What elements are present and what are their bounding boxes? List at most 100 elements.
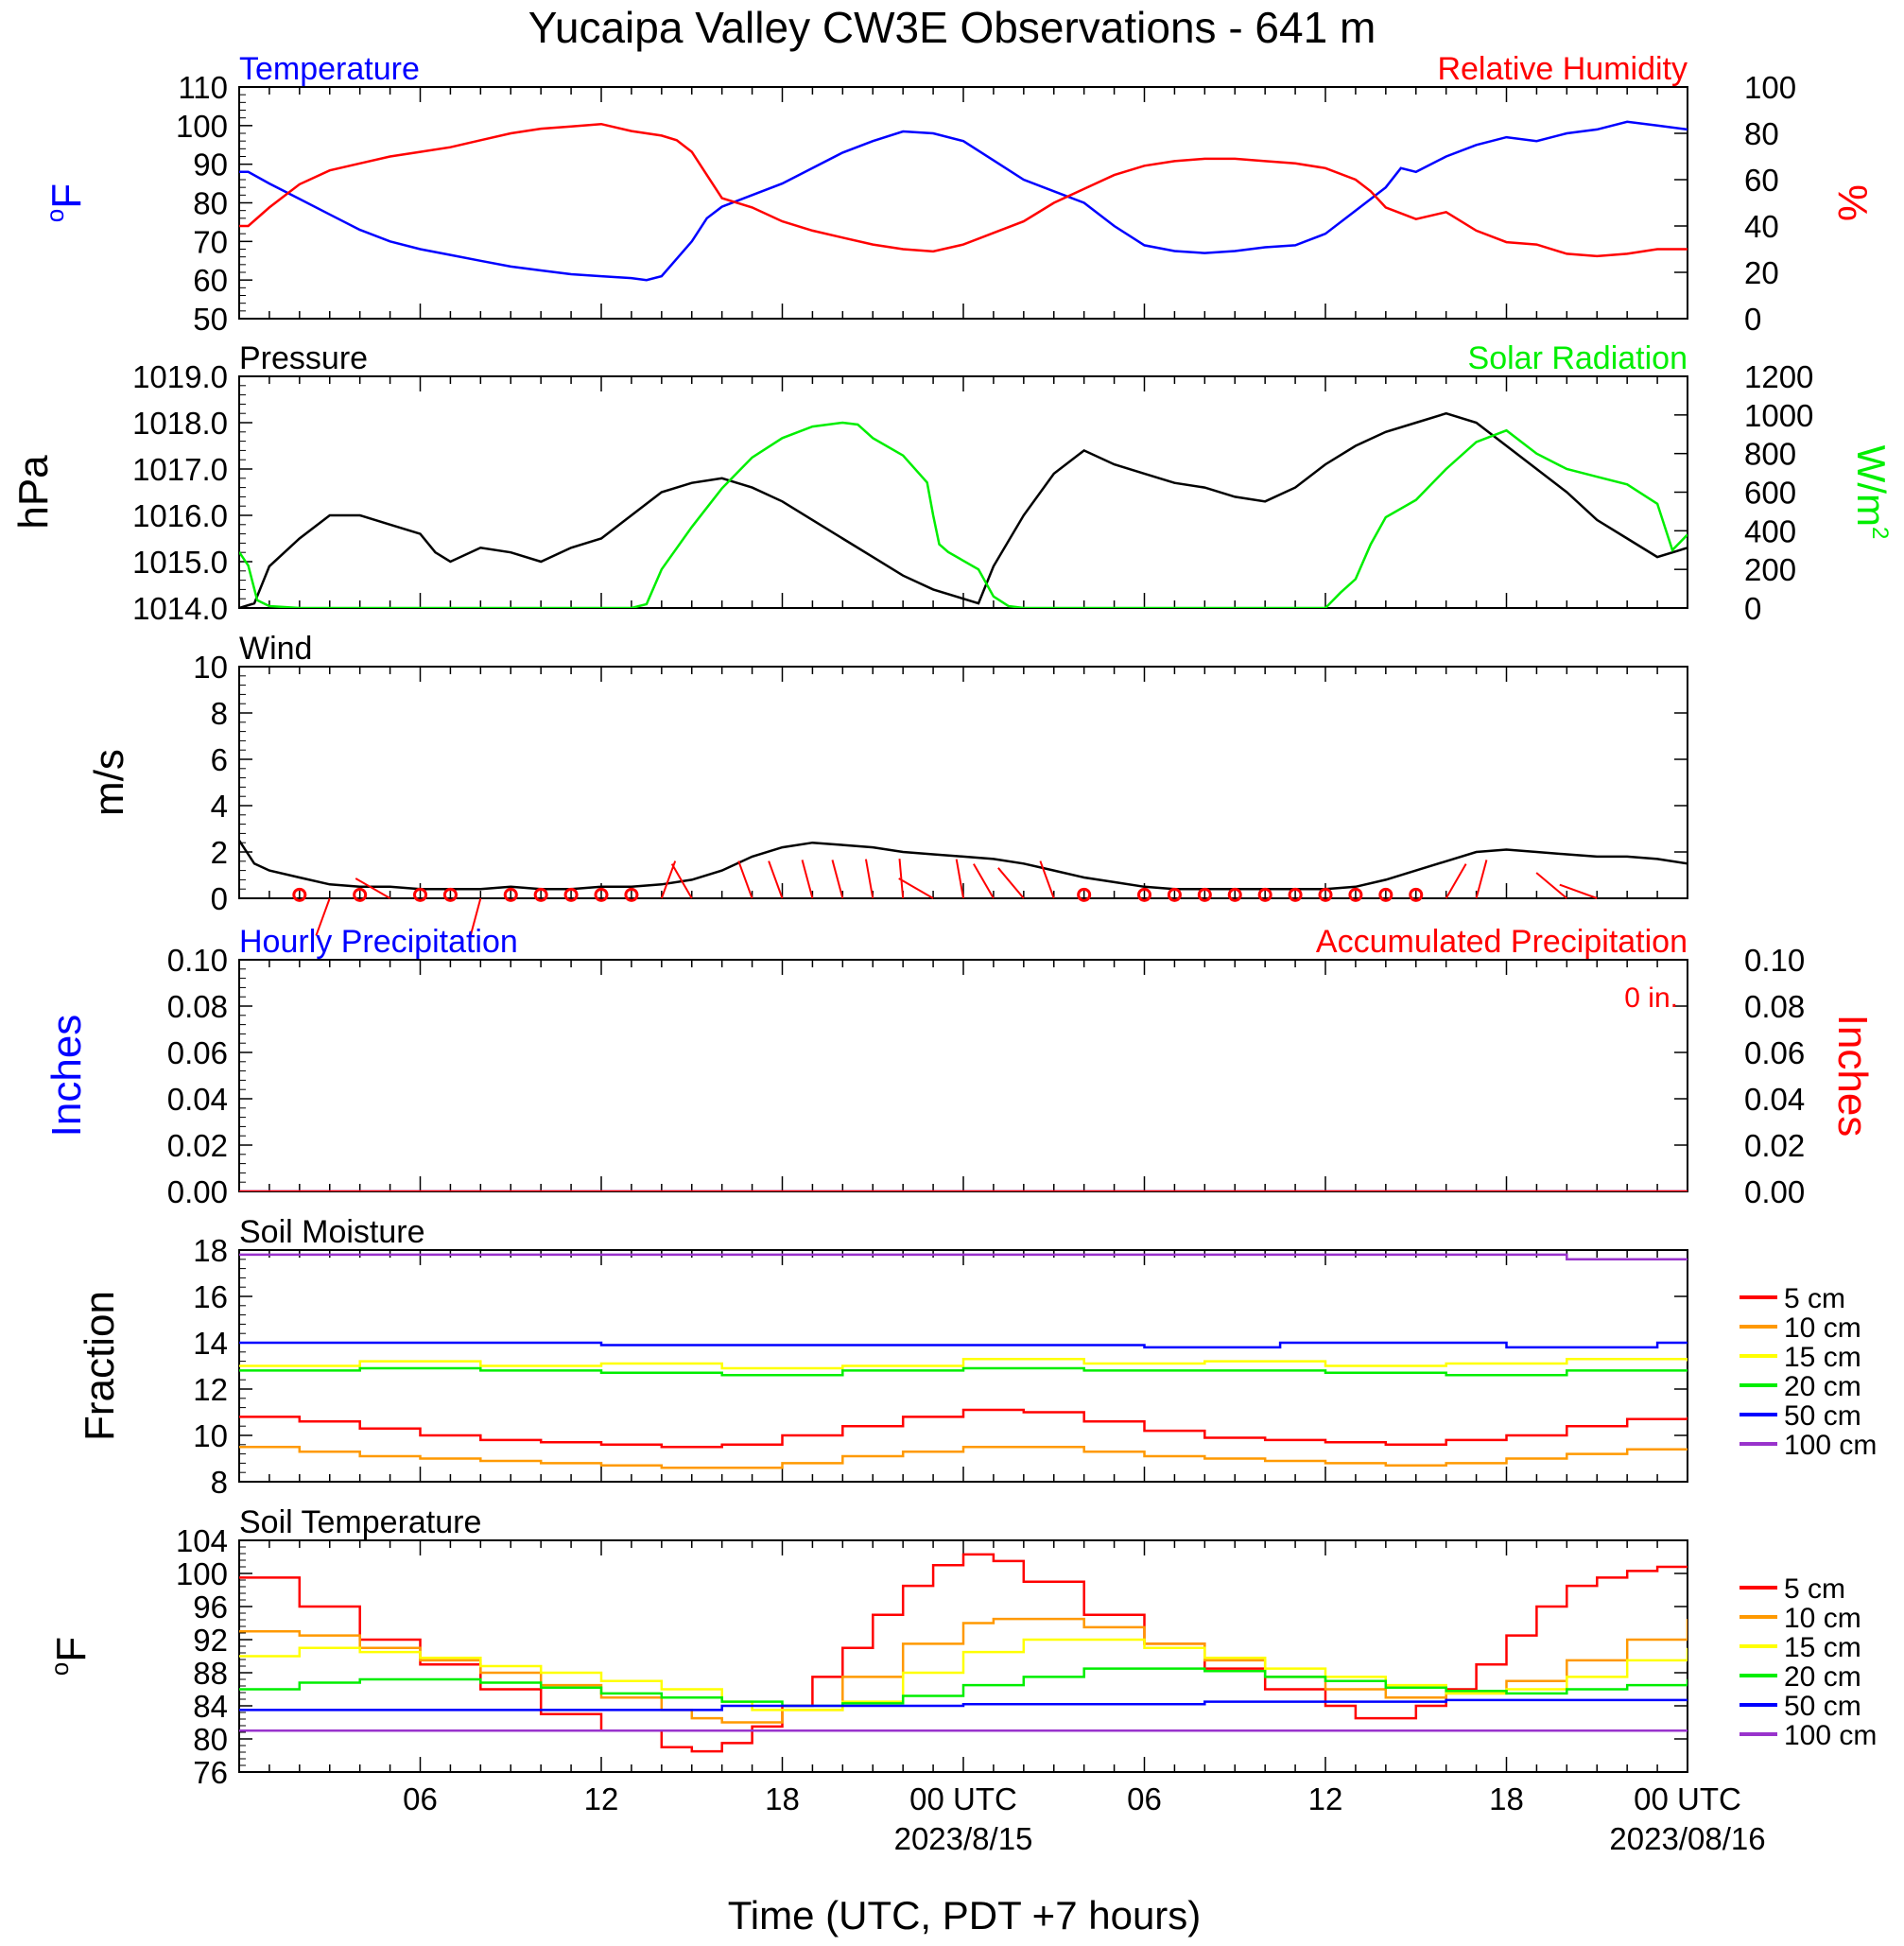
panel-3: 0 2 4 6 8 10 Wind m/s — [86, 631, 1688, 937]
wind-barb — [1535, 872, 1567, 899]
wind-barb — [801, 860, 814, 899]
y-tick-label-left: 92 — [193, 1623, 228, 1658]
y-tick-label-right: 400 — [1744, 513, 1796, 548]
panel-title-right: Relative Humidity — [1437, 51, 1688, 87]
series-line — [239, 421, 1688, 608]
calm-wind-marker — [1348, 887, 1363, 902]
y-tick-label-left: 0.08 — [167, 989, 228, 1024]
wind-barb — [898, 859, 905, 899]
y-axis-label-left: m/s — [86, 749, 132, 816]
legend-label: 20 cm — [1784, 1661, 1861, 1693]
y-tick-label-left: 12 — [193, 1372, 228, 1407]
wind-barb — [315, 897, 331, 936]
y-tick-label-right: 80 — [1744, 116, 1779, 151]
calm-wind-marker — [1257, 887, 1272, 902]
x-tick-label: 12 — [584, 1781, 619, 1816]
plot-frame — [238, 375, 1688, 609]
y-tick-label-right: 600 — [1744, 476, 1796, 511]
series-line-100cm — [239, 1253, 1688, 1261]
calm-wind-marker — [1167, 887, 1182, 902]
series-group — [239, 411, 1688, 608]
y-tick-label-left: 104 — [176, 1523, 228, 1558]
calm-wind-marker — [442, 887, 458, 902]
y-tick-label-left: 80 — [193, 1722, 228, 1757]
series-line-15cm — [239, 1638, 1688, 1711]
calm-wind-marker — [533, 887, 548, 902]
wind-barb — [670, 863, 693, 899]
y-axis-label-left: Fraction — [77, 1291, 123, 1441]
y-tick-label-left: 84 — [193, 1689, 228, 1724]
wind-barb — [469, 897, 482, 937]
y-tick-label-right: 0.10 — [1744, 943, 1805, 978]
calm-wind-marker — [1227, 887, 1242, 902]
y-tick-label-left: 10 — [193, 1418, 228, 1453]
series-group — [239, 1553, 1688, 1753]
y-tick-label-left: 110 — [178, 70, 228, 105]
panel-title-left: Soil Temperature — [239, 1504, 481, 1540]
series-line — [239, 840, 1688, 891]
calm-wind-marker — [1137, 887, 1151, 902]
y-tick-label-left: 0 — [211, 881, 228, 916]
panel-title-left: Wind — [239, 631, 312, 667]
x-date-label: 2023/8/15 — [894, 1821, 1033, 1856]
y-tick-label-left: 50 — [193, 302, 228, 337]
accumulated-total: 0 in. — [1624, 982, 1678, 1014]
plot-frame — [238, 959, 1688, 1192]
y-tick-label-right: 60 — [1744, 163, 1779, 198]
legend-label: 5 cm — [1784, 1283, 1845, 1314]
panel-title-left: Hourly Precipitation — [239, 924, 518, 960]
y-tick-label-left: 2 — [211, 835, 228, 870]
calm-wind-marker — [594, 887, 609, 902]
calm-wind-marker — [1378, 887, 1393, 902]
plot-frame — [238, 86, 1688, 320]
panel-4: 0.00 0.02 0.04 0.06 0.08 0.10 0.00 0.02 0.04 0.06… — [43, 924, 1876, 1209]
x-tick-label: 06 — [403, 1781, 438, 1816]
wind-barb — [737, 860, 753, 899]
y-axis-label-left: oF — [41, 183, 90, 222]
series-line-20cm — [239, 1366, 1688, 1377]
y-tick-label-right: 0.02 — [1744, 1128, 1805, 1163]
y-tick-label-left: 100 — [176, 1556, 228, 1591]
x-tick-label: 12 — [1308, 1781, 1343, 1816]
legend-label: 50 cm — [1784, 1691, 1861, 1722]
legend-label: 100 cm — [1784, 1720, 1877, 1751]
y-tick-label-left: 1014.0 — [132, 591, 228, 626]
y-tick-label-right: 0 — [1744, 302, 1761, 337]
series-line-20cm — [239, 1667, 1688, 1708]
calm-wind-marker — [292, 887, 307, 902]
chart-title: Yucaipa Valley CW3E Observations - 641 m — [528, 3, 1376, 52]
y-tick-label-left: 14 — [193, 1326, 228, 1361]
y-tick-label-left: 96 — [193, 1590, 228, 1625]
x-tick-label: 00 UTC — [1634, 1781, 1741, 1816]
panel-title-right: Accumulated Precipitation — [1316, 924, 1688, 960]
y-tick-label-right: 40 — [1744, 209, 1779, 244]
y-tick-label-left: 6 — [211, 742, 228, 777]
y-tick-label-left: 100 — [176, 109, 228, 144]
y-tick-label-right: 0.08 — [1744, 989, 1805, 1024]
legend-label: 10 cm — [1784, 1603, 1861, 1634]
series-line — [239, 120, 1688, 282]
wind-barb — [831, 860, 844, 899]
y-axis-label-left: hPa — [10, 455, 57, 530]
series-group — [239, 1253, 1688, 1469]
y-axis-label-right: Inches — [1829, 1015, 1876, 1138]
y-tick-label-left: 1018.0 — [132, 406, 228, 441]
series-line-50cm — [239, 1341, 1688, 1349]
y-tick-label-left: 76 — [193, 1755, 228, 1790]
y-tick-label-left: 0.02 — [167, 1128, 228, 1163]
wind-barb — [768, 860, 784, 899]
x-tick-label: 00 UTC — [909, 1781, 1017, 1816]
panel-title-left: Soil Moisture — [239, 1214, 425, 1250]
y-tick-label-left: 60 — [193, 263, 228, 298]
wind-barb — [355, 877, 391, 899]
y-axis-label-left: Inches — [43, 1015, 90, 1138]
wind-barb — [864, 859, 874, 899]
panel-title-right: Solar Radiation — [1468, 340, 1688, 376]
y-tick-label-right: 0 — [1744, 591, 1761, 626]
y-tick-label-left: 0.04 — [167, 1082, 228, 1117]
series-group — [239, 840, 1688, 891]
y-tick-label-left: 10 — [193, 650, 228, 685]
legend-label: 5 cm — [1784, 1573, 1845, 1605]
calm-wind-marker — [1318, 887, 1333, 902]
